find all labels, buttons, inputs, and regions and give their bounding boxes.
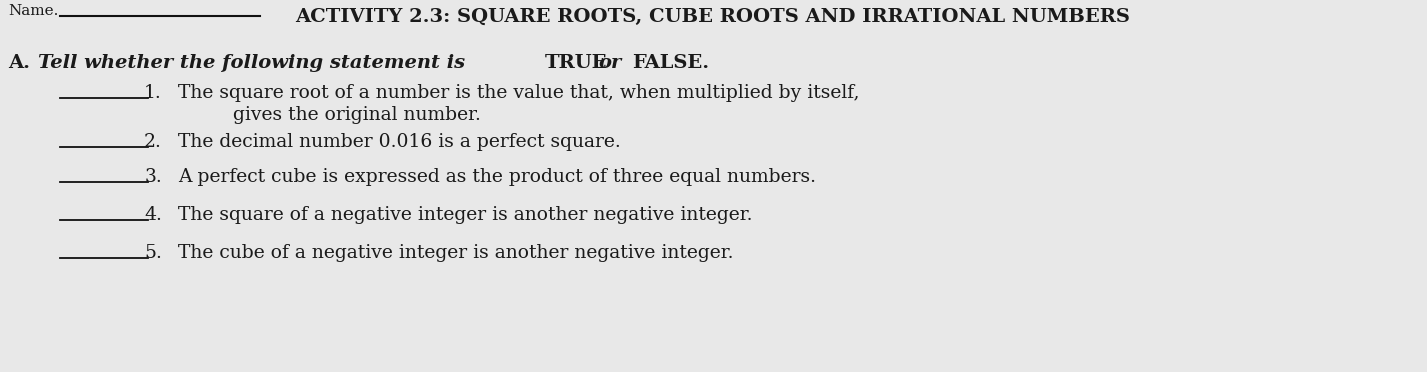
Text: ACTIVITY 2.3: SQUARE ROOTS, CUBE ROOTS AND IRRATIONAL NUMBERS: ACTIVITY 2.3: SQUARE ROOTS, CUBE ROOTS A… <box>295 8 1130 26</box>
Text: gives the original number.: gives the original number. <box>233 106 481 124</box>
Text: The cube of a negative integer is another negative integer.: The cube of a negative integer is anothe… <box>178 244 733 262</box>
Text: TRUE: TRUE <box>545 54 608 72</box>
Text: Tell whether the following statement is: Tell whether the following statement is <box>39 54 465 72</box>
Text: The square root of a number is the value that, when multiplied by itself,: The square root of a number is the value… <box>178 84 859 102</box>
Text: 3.: 3. <box>144 168 163 186</box>
Text: A perfect cube is expressed as the product of three equal numbers.: A perfect cube is expressed as the produ… <box>178 168 816 186</box>
Text: Name.: Name. <box>9 4 59 18</box>
Text: 2.: 2. <box>144 133 163 151</box>
Text: or: or <box>598 54 621 72</box>
Text: 1.: 1. <box>144 84 163 102</box>
Text: The square of a negative integer is another negative integer.: The square of a negative integer is anot… <box>178 206 752 224</box>
Text: FALSE.: FALSE. <box>632 54 709 72</box>
Text: 4.: 4. <box>144 206 163 224</box>
Text: A.: A. <box>9 54 30 72</box>
Text: 5.: 5. <box>144 244 163 262</box>
Text: The decimal number 0.016 is a perfect square.: The decimal number 0.016 is a perfect sq… <box>178 133 621 151</box>
